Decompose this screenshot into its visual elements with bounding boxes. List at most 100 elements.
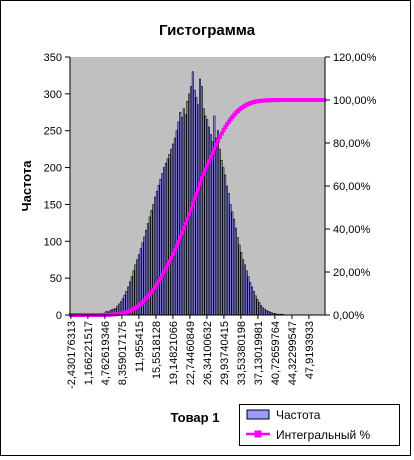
histogram-bar — [146, 223, 149, 316]
cumulative-point — [155, 282, 160, 287]
histogram-bar — [163, 167, 166, 316]
cumulative-point — [160, 273, 165, 278]
histogram-bar — [267, 311, 270, 316]
y-tick-label: 300 — [44, 89, 62, 101]
histogram-bar — [238, 244, 241, 316]
cumulative-point — [167, 259, 172, 264]
cumulative-point — [225, 122, 230, 127]
cumulative-point — [216, 138, 221, 143]
x-tick-label: 47,9193933 — [304, 321, 316, 379]
x-tick-label: 26,34100632 — [202, 321, 214, 385]
cumulative-point — [171, 251, 176, 256]
cumulative-point — [162, 269, 167, 274]
cumulative-point — [153, 284, 158, 289]
histogram-bar — [258, 302, 261, 316]
histogram-bar — [242, 259, 245, 316]
histogram-bar — [231, 211, 234, 316]
histogram-bar — [254, 295, 257, 316]
y-tick-label: 250 — [44, 126, 62, 138]
bars-group — [98, 71, 284, 316]
cumulative-point — [149, 290, 154, 295]
histogram-bar — [204, 115, 207, 316]
x-axis-title: Товар 1 — [171, 410, 220, 425]
x-tick-label: 29,93740415 — [219, 321, 231, 385]
histogram-bar — [173, 137, 176, 316]
histogram-bar — [245, 270, 248, 316]
y2-tick-label: 120,00% — [333, 52, 377, 64]
histogram-bar — [154, 196, 157, 316]
y-tick-label: 150 — [44, 199, 62, 211]
histogram-bar — [188, 93, 191, 316]
histogram-bar — [215, 137, 218, 316]
cumulative-point — [214, 142, 219, 147]
histogram-bar — [150, 210, 153, 316]
histogram-bar — [200, 86, 203, 316]
histogram-bar — [263, 308, 266, 316]
histogram-bar — [260, 305, 263, 316]
histogram-bar — [195, 97, 198, 316]
cumulative-point — [185, 216, 190, 221]
cumulative-point — [176, 239, 181, 244]
cumulative-point — [230, 114, 235, 119]
histogram-bar — [206, 119, 209, 316]
histogram-bar — [166, 158, 169, 316]
cumulative-point — [212, 146, 217, 151]
x-tick-label: 15,5518128 — [151, 321, 163, 379]
histogram-bar — [172, 143, 175, 316]
x-tick-label: -2,430176313 — [66, 321, 78, 389]
histogram-bar — [240, 252, 243, 316]
y2-tick-label: 0,00% — [333, 310, 364, 322]
cumulative-point — [169, 255, 174, 260]
histogram-bar — [256, 299, 259, 316]
cumulative-point — [205, 163, 210, 168]
histogram-bar — [233, 218, 236, 316]
x-tick-label: 44,32299547 — [287, 321, 299, 385]
cumulative-point — [151, 287, 156, 292]
histogram-bar — [184, 114, 187, 316]
histogram-bar — [229, 204, 232, 316]
histogram-bar — [227, 193, 230, 316]
histogram-bar — [247, 276, 250, 316]
cumulative-point — [164, 266, 169, 271]
cumulative-point — [189, 206, 194, 211]
histogram-bar — [234, 227, 237, 316]
histogram-bar — [220, 159, 223, 316]
y-tick-label: 350 — [44, 52, 62, 64]
cumulative-point — [173, 247, 178, 252]
histogram-bar — [148, 216, 151, 316]
histogram-bar — [179, 111, 182, 316]
histogram-bar — [222, 167, 225, 316]
cumulative-point — [322, 98, 327, 102]
cumulative-point — [208, 154, 213, 159]
histogram-bar — [261, 307, 264, 316]
y2-tick-label: 20,00% — [333, 267, 371, 279]
histogram-bar — [168, 154, 171, 316]
x-tick-label: 40,72659764 — [270, 321, 282, 385]
cumulative-point — [144, 296, 149, 301]
x-tick-label: 19,14821066 — [168, 321, 180, 385]
cumulative-point — [182, 226, 187, 231]
cumulative-point — [221, 128, 226, 133]
cumulative-point — [203, 167, 208, 172]
histogram-bar — [236, 237, 239, 316]
cumulative-point — [178, 235, 183, 240]
histogram-bar — [251, 286, 254, 316]
y-ticks-group: 0 50 100 150 200 250 300 350 — [44, 52, 70, 322]
histogram-bar — [155, 190, 158, 316]
cumulative-point — [165, 262, 170, 267]
histogram-bar — [186, 100, 189, 316]
chart-title: Гистограмма — [159, 22, 256, 39]
histogram-bar — [218, 148, 221, 316]
cumulative-point — [194, 191, 199, 196]
histogram-bar — [211, 141, 214, 316]
y-tick-label: 200 — [44, 163, 62, 175]
y2-ticks-group: 0,00% 20,00% 40,00% 60,00% 80,00% 100,00% 120,… — [325, 52, 377, 322]
x-tick-label: 4,762619346 — [100, 321, 112, 385]
histogram-bar — [175, 130, 178, 316]
histogram-bar — [164, 162, 167, 316]
histogram-bar — [224, 174, 227, 316]
y2-tick-label: 100,00% — [333, 95, 377, 107]
y-axis-title: Частота — [19, 160, 34, 212]
